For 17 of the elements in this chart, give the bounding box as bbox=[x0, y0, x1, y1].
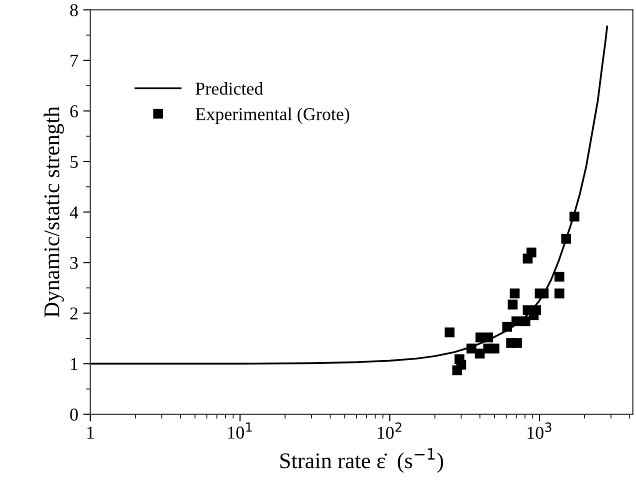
x-tick-label: 1 bbox=[87, 426, 94, 439]
y-tick-label: 5 bbox=[70, 156, 78, 168]
x-tick-label: 10$^{3}$ bbox=[528, 422, 552, 439]
y-tick-label: 6 bbox=[70, 105, 78, 118]
y-tick-label: 3 bbox=[70, 256, 78, 270]
legend-label: Predicted bbox=[196, 82, 264, 95]
x-axis-title: Strain rate ε̇ (s$^{−1}$) bbox=[280, 448, 444, 473]
x-tick-label: 10$^{2}$ bbox=[378, 422, 402, 439]
y-tick-label: 1 bbox=[71, 358, 78, 370]
x-tick-label: 10$^{1}$ bbox=[228, 422, 252, 439]
legend-label: Experimental (Grote) bbox=[196, 108, 350, 124]
y-tick-label: 7 bbox=[70, 54, 78, 67]
y-tick-label: 0 bbox=[70, 408, 78, 421]
y-tick-label: 2 bbox=[70, 307, 78, 320]
y-axis-title: Dynamic/static strength bbox=[44, 106, 64, 318]
y-tick-label: 4 bbox=[70, 206, 78, 218]
y-tick-label: 8 bbox=[70, 4, 78, 16]
